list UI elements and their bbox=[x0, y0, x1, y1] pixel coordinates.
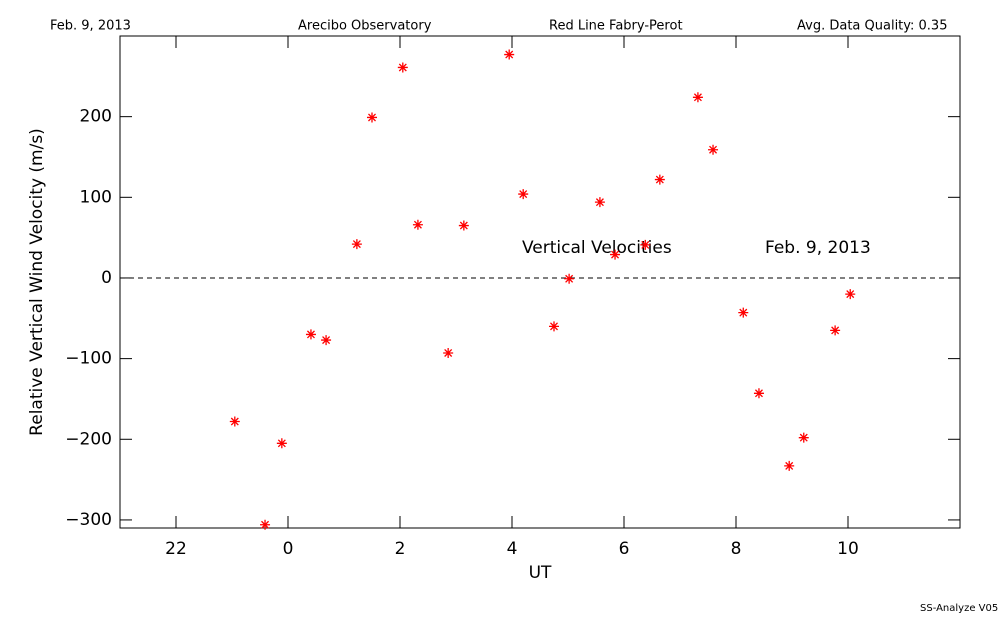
data-point bbox=[276, 438, 287, 449]
annotation: Vertical Velocities bbox=[522, 238, 672, 258]
data-point bbox=[692, 92, 703, 103]
y-tick-label: −300 bbox=[65, 510, 112, 530]
data-point bbox=[443, 347, 454, 358]
data-point bbox=[738, 307, 749, 318]
x-axis-label: UT bbox=[529, 563, 552, 583]
data-point bbox=[504, 49, 515, 60]
data-point bbox=[397, 62, 408, 73]
annotation: Feb. 9, 2013 bbox=[765, 238, 871, 258]
x-tick-label: 10 bbox=[837, 539, 859, 559]
x-tick-label: 6 bbox=[619, 539, 630, 559]
data-point bbox=[784, 460, 795, 471]
data-point bbox=[798, 432, 809, 443]
data-point bbox=[305, 329, 316, 340]
data-point bbox=[654, 174, 665, 185]
data-point bbox=[321, 335, 332, 346]
data-point bbox=[458, 220, 469, 231]
y-tick-label: 0 bbox=[101, 268, 112, 288]
header-date: Feb. 9, 2013 bbox=[50, 19, 131, 34]
data-point bbox=[845, 289, 856, 300]
footer: SS-Analyze V05 bbox=[920, 603, 998, 614]
data-point bbox=[830, 325, 841, 336]
x-tick-label: 22 bbox=[165, 539, 187, 559]
data-point bbox=[351, 239, 362, 250]
data-point bbox=[367, 112, 377, 123]
y-tick-label: −100 bbox=[65, 349, 112, 369]
data-point bbox=[753, 388, 764, 399]
y-tick-label: 200 bbox=[80, 107, 112, 127]
data-point bbox=[708, 144, 719, 155]
data-point bbox=[412, 219, 423, 230]
x-tick-label: 8 bbox=[731, 539, 742, 559]
data-point bbox=[260, 519, 271, 530]
x-tick-label: 4 bbox=[507, 539, 518, 559]
data-point bbox=[229, 416, 240, 427]
header-site: Arecibo Observatory bbox=[298, 19, 432, 34]
header-instrument: Red Line Fabry-Perot bbox=[549, 19, 683, 34]
header-quality: Avg. Data Quality: 0.35 bbox=[797, 19, 947, 34]
data-point bbox=[640, 239, 651, 250]
y-tick-label: −200 bbox=[65, 429, 112, 449]
data-point bbox=[549, 321, 559, 332]
x-tick-label: 2 bbox=[395, 539, 406, 559]
y-axis-label: Relative Vertical Wind Velocity (m/s) bbox=[27, 128, 47, 436]
plot-frame bbox=[119, 35, 961, 529]
x-tick-label: 0 bbox=[283, 539, 294, 559]
y-tick-label: 100 bbox=[80, 187, 112, 207]
data-point bbox=[594, 197, 605, 208]
data-point bbox=[518, 189, 529, 200]
data-point bbox=[564, 273, 575, 284]
data-point bbox=[610, 249, 621, 260]
